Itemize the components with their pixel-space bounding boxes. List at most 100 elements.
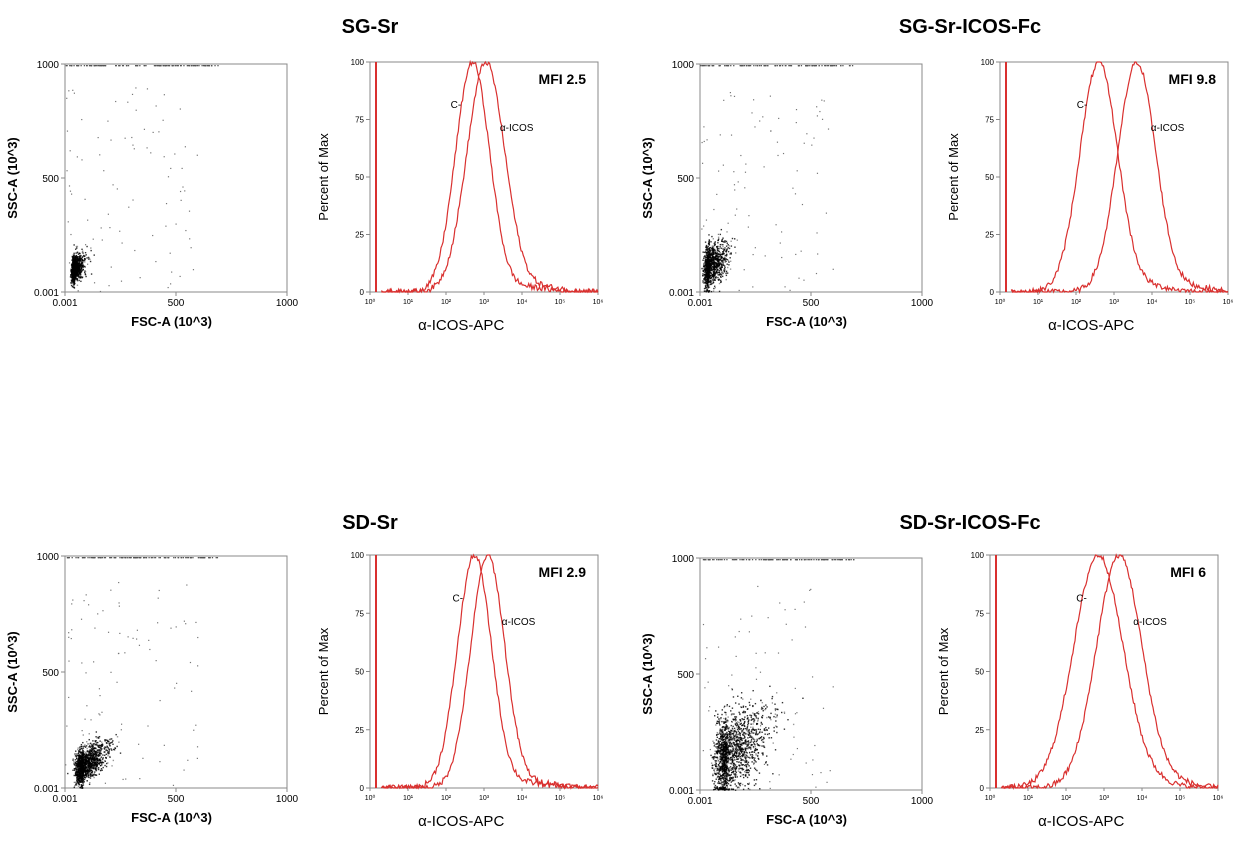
scatter-point <box>716 246 718 248</box>
scatter-point <box>704 281 706 283</box>
scatter-point <box>710 272 712 274</box>
scatter-point <box>745 761 748 764</box>
scatter-point <box>131 93 134 96</box>
scatter-point <box>79 762 82 765</box>
scatter-point <box>80 271 82 273</box>
scatter-point <box>707 275 709 277</box>
scatter-point <box>71 286 74 288</box>
scatter-point <box>723 241 725 243</box>
scatter-point <box>103 557 106 559</box>
scatter-point <box>109 557 111 559</box>
scatter-point <box>708 264 710 267</box>
scatter-point <box>108 748 110 750</box>
scatter-point <box>710 265 712 267</box>
histogram-xtick-label: 10³ <box>479 299 490 306</box>
scatter-point <box>723 252 725 255</box>
scatter-point <box>79 269 81 271</box>
scatter-point <box>719 233 722 236</box>
scatter-point <box>183 620 185 622</box>
scatter-point <box>738 732 741 734</box>
scatter-point <box>722 251 725 253</box>
scatter-point <box>707 251 709 253</box>
scatter-point <box>705 251 707 253</box>
scatter-point <box>720 737 722 739</box>
scatter-point <box>155 260 157 263</box>
scatter-point <box>82 784 85 786</box>
histogram-ylabel: Percent of Max <box>316 133 331 221</box>
scatter-point <box>78 764 80 766</box>
scatter-point <box>86 767 88 770</box>
scatter-point <box>77 269 80 272</box>
scatter-point <box>96 65 98 67</box>
scatter-point <box>108 751 110 753</box>
scatter-point <box>722 164 724 166</box>
scatter-point <box>95 743 97 745</box>
scatter-point <box>714 253 716 255</box>
scatter-point <box>723 258 725 261</box>
scatter-point <box>71 268 74 270</box>
scatter-point <box>725 255 728 257</box>
scatter-point <box>90 752 93 755</box>
scatter-point <box>91 755 93 757</box>
scatter-point <box>705 256 707 258</box>
scatter-point <box>73 763 75 765</box>
scatter-point <box>109 756 111 758</box>
histogram-ytick-label: 75 <box>355 609 364 618</box>
scatter-point <box>84 718 86 720</box>
scatter-point <box>755 65 757 67</box>
scatter-point <box>708 65 711 67</box>
scatter-point <box>705 252 708 254</box>
scatter-point <box>71 269 74 271</box>
scatter-point <box>77 267 79 269</box>
scatter-point <box>79 272 82 274</box>
scatter-point <box>734 718 736 721</box>
scatter-point <box>73 275 75 278</box>
scatter-point <box>717 238 720 240</box>
scatter-point <box>94 774 96 776</box>
scatter-point <box>108 744 111 746</box>
scatter-point <box>811 65 813 67</box>
scatter-point <box>721 253 723 256</box>
scatter-point <box>115 100 117 103</box>
scatter-point <box>758 65 761 67</box>
scatter-point <box>103 748 106 750</box>
scatter-point <box>91 771 93 774</box>
scatter-point <box>720 746 722 748</box>
scatter-point <box>204 557 206 559</box>
scatter-point <box>701 65 703 67</box>
scatter-point <box>77 557 80 559</box>
scatter-point <box>718 255 721 258</box>
scatter-point <box>715 251 717 253</box>
scatter-point <box>724 726 726 729</box>
scatter-point <box>87 775 90 777</box>
scatter-point <box>709 251 711 254</box>
scatter-point <box>754 760 756 762</box>
scatter-point <box>709 249 712 251</box>
scatter-point <box>70 282 72 284</box>
scatter-point <box>712 275 714 278</box>
scatter-point <box>81 779 84 781</box>
scatter-point <box>726 759 728 761</box>
scatter-point <box>84 273 87 276</box>
scatter-point <box>80 265 82 267</box>
scatter-point <box>88 757 91 759</box>
scatter-point <box>707 284 709 286</box>
scatter-point <box>84 777 87 779</box>
scatter-point <box>78 766 80 769</box>
scatter-point <box>82 764 84 767</box>
scatter-point <box>722 785 724 788</box>
scatter-point <box>95 768 98 771</box>
scatter-point <box>168 65 170 67</box>
scatter-point <box>716 271 718 273</box>
scatter-point <box>716 256 719 258</box>
scatter-point <box>710 281 712 283</box>
scatter-point <box>106 739 108 742</box>
scatter-point <box>739 775 742 778</box>
scatter-point <box>73 265 76 267</box>
scatter-point <box>120 723 123 725</box>
scatter-point <box>79 777 81 780</box>
scatter-point <box>730 134 733 136</box>
scatter-point <box>75 782 77 785</box>
scatter-point <box>77 259 79 262</box>
scatter-point <box>716 268 718 270</box>
